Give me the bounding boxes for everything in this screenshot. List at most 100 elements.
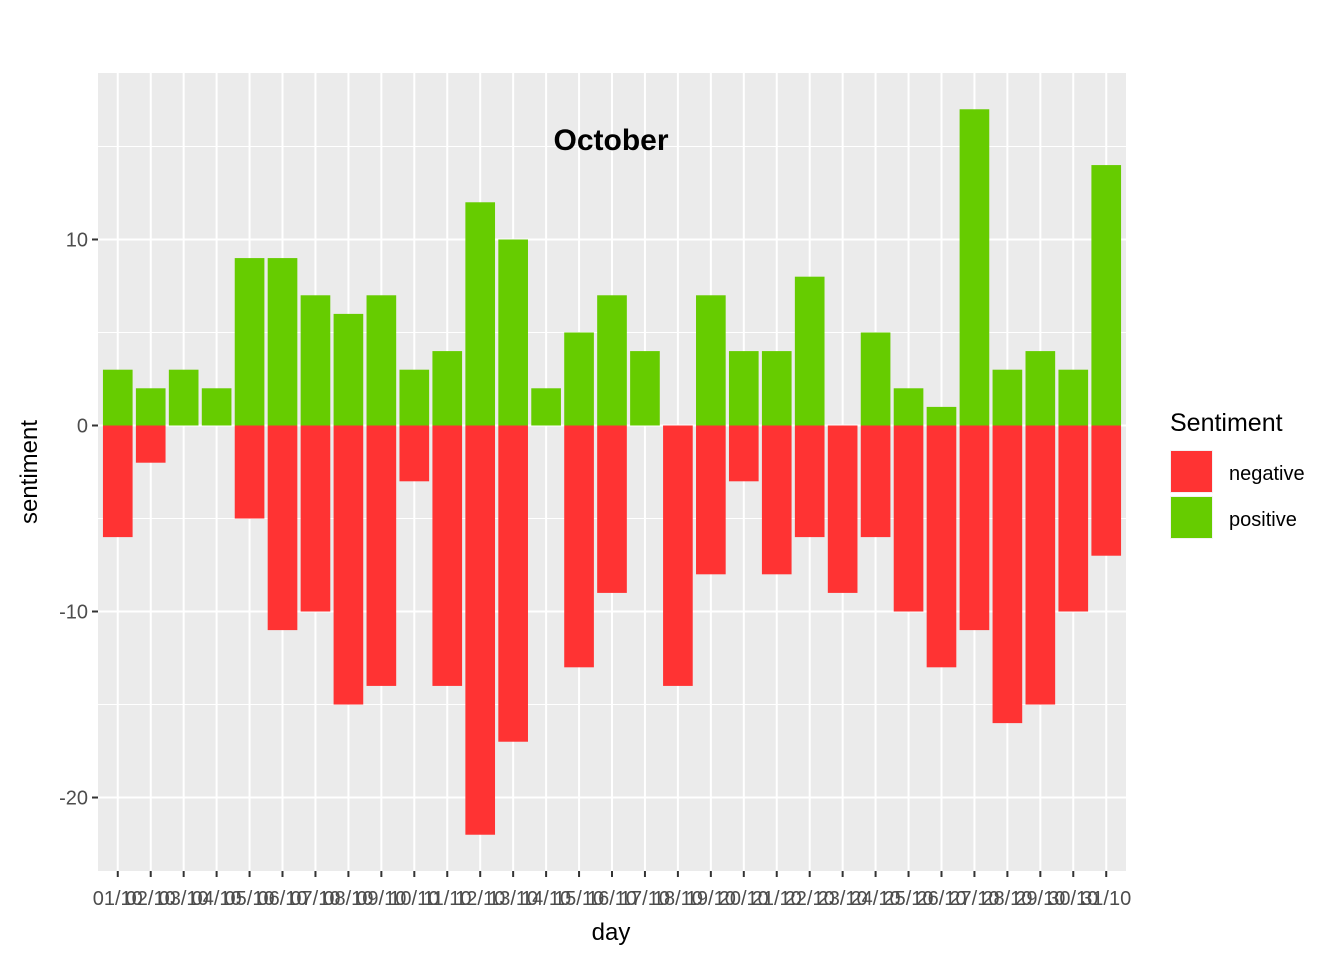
bar-negative-30 — [1058, 425, 1089, 612]
x-axis-title: day — [592, 919, 631, 946]
x-tick-label: 23/10 — [818, 888, 868, 910]
x-tick-label: 08/10 — [323, 888, 373, 910]
bar-negative-31 — [1091, 425, 1122, 556]
x-tick-label: 26/10 — [916, 888, 966, 910]
x-tick-label: 16/10 — [587, 888, 637, 910]
bar-negative-24 — [860, 425, 891, 538]
x-tick-label: 06/10 — [257, 888, 307, 910]
x-axis: 01/1002/1003/1004/1005/1006/1007/1008/10… — [93, 871, 1131, 910]
bar-negative-28 — [992, 425, 1023, 724]
bar-positive-25 — [893, 388, 924, 426]
x-tick-label: 21/10 — [752, 888, 802, 910]
bar-positive-29 — [1025, 351, 1056, 426]
bar-negative-2 — [135, 425, 166, 463]
bar-positive-2 — [135, 388, 166, 426]
bar-positive-9 — [366, 295, 397, 426]
x-tick-label: 18/10 — [653, 888, 703, 910]
bar-positive-7 — [300, 295, 331, 426]
bar-positive-19 — [696, 295, 726, 426]
bar-positive-4 — [201, 388, 232, 426]
bar-positive-8 — [333, 313, 364, 426]
bar-positive-31 — [1091, 165, 1122, 426]
y-axis: -20 -10 0 10 — [59, 229, 98, 810]
bar-negative-7 — [300, 425, 331, 612]
x-tick-label: 09/10 — [356, 888, 406, 910]
bar-negative-23 — [827, 425, 858, 593]
x-tick-label: 01/10 — [93, 888, 143, 910]
bar-negative-26 — [926, 425, 957, 668]
bar-positive-12 — [465, 202, 496, 426]
bar-negative-20 — [728, 425, 759, 482]
x-tick-label: 29/10 — [1015, 888, 1065, 910]
legend-title: Sentiment — [1170, 409, 1283, 437]
bar-negative-25 — [893, 425, 924, 612]
y-tick-label: 10 — [66, 229, 88, 251]
bars — [102, 109, 1122, 835]
y-axis-title: sentiment — [16, 420, 43, 524]
x-tick-label: 02/10 — [126, 888, 176, 910]
bar-positive-27 — [959, 109, 990, 426]
x-tick-label: 31/10 — [1081, 888, 1131, 910]
bar-positive-5 — [234, 258, 265, 426]
bar-negative-12 — [465, 425, 496, 835]
legend-label-negative: negative — [1229, 463, 1305, 485]
legend-swatch-positive — [1171, 497, 1212, 538]
bar-negative-15 — [564, 425, 594, 668]
x-tick-label: 19/10 — [686, 888, 736, 910]
bar-negative-21 — [761, 425, 792, 575]
chart-title: October — [553, 124, 668, 157]
bar-positive-10 — [399, 369, 430, 426]
x-tick-label: 05/10 — [225, 888, 275, 910]
bar-negative-10 — [399, 425, 430, 482]
x-tick-label: 17/10 — [620, 888, 670, 910]
bar-positive-26 — [926, 406, 957, 426]
y-tick-label: 0 — [77, 415, 88, 437]
x-tick-label: 30/10 — [1048, 888, 1098, 910]
x-tick-label: 15/10 — [554, 888, 604, 910]
bar-negative-27 — [959, 425, 990, 631]
bar-positive-17 — [630, 351, 660, 426]
x-tick-label: 25/10 — [884, 888, 934, 910]
x-tick-label: 07/10 — [290, 888, 340, 910]
x-tick-label: 04/10 — [192, 888, 242, 910]
bar-positive-14 — [531, 388, 561, 426]
bar-negative-29 — [1025, 425, 1056, 705]
bar-positive-16 — [597, 295, 627, 426]
bar-positive-3 — [168, 369, 199, 426]
bar-negative-13 — [498, 425, 528, 742]
bar-negative-16 — [597, 425, 627, 593]
legend-swatch-negative — [1171, 451, 1212, 492]
x-tick-label: 12/10 — [455, 888, 505, 910]
bar-negative-8 — [333, 425, 364, 705]
bar-negative-19 — [696, 425, 726, 575]
bar-negative-22 — [794, 425, 825, 538]
x-tick-label: 13/10 — [488, 888, 538, 910]
bar-negative-18 — [663, 425, 693, 686]
bar-negative-5 — [234, 425, 265, 519]
bar-positive-21 — [761, 351, 792, 426]
x-tick-label: 03/10 — [159, 888, 209, 910]
y-tick-label: -10 — [59, 602, 88, 624]
x-tick-label: 14/10 — [521, 888, 571, 910]
bar-positive-11 — [432, 351, 463, 426]
legend-label-positive: positive — [1229, 509, 1297, 531]
bar-positive-22 — [794, 276, 825, 426]
x-tick-label: 28/10 — [982, 888, 1032, 910]
x-tick-label: 20/10 — [719, 888, 769, 910]
x-tick-label: 11/10 — [423, 888, 472, 910]
y-tick-label: -20 — [59, 788, 88, 810]
bar-positive-6 — [267, 258, 298, 426]
bar-negative-11 — [432, 425, 463, 686]
bar-positive-15 — [564, 332, 594, 426]
bar-positive-1 — [102, 369, 133, 426]
bar-negative-6 — [267, 425, 298, 631]
legend: Sentiment negative positive — [1170, 409, 1305, 539]
bar-positive-28 — [992, 369, 1023, 426]
bar-positive-30 — [1058, 369, 1089, 426]
bar-positive-24 — [860, 332, 891, 426]
x-tick-label: 27/10 — [949, 888, 999, 910]
x-tick-label: 22/10 — [785, 888, 835, 910]
x-tick-label: 10/10 — [389, 888, 439, 910]
x-tick-label: 24/10 — [851, 888, 901, 910]
